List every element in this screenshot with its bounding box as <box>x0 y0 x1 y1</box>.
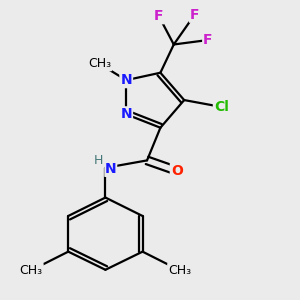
Text: N: N <box>120 73 132 87</box>
Text: N: N <box>120 107 132 121</box>
Text: CH₃: CH₃ <box>20 264 43 277</box>
Text: F: F <box>190 8 199 22</box>
Text: Cl: Cl <box>214 100 229 114</box>
Text: F: F <box>203 33 213 47</box>
Text: CH₃: CH₃ <box>88 57 111 70</box>
Text: O: O <box>171 164 183 178</box>
Text: F: F <box>154 9 164 23</box>
Text: CH₃: CH₃ <box>168 264 191 277</box>
Text: N: N <box>105 162 117 176</box>
Text: H: H <box>93 154 103 167</box>
